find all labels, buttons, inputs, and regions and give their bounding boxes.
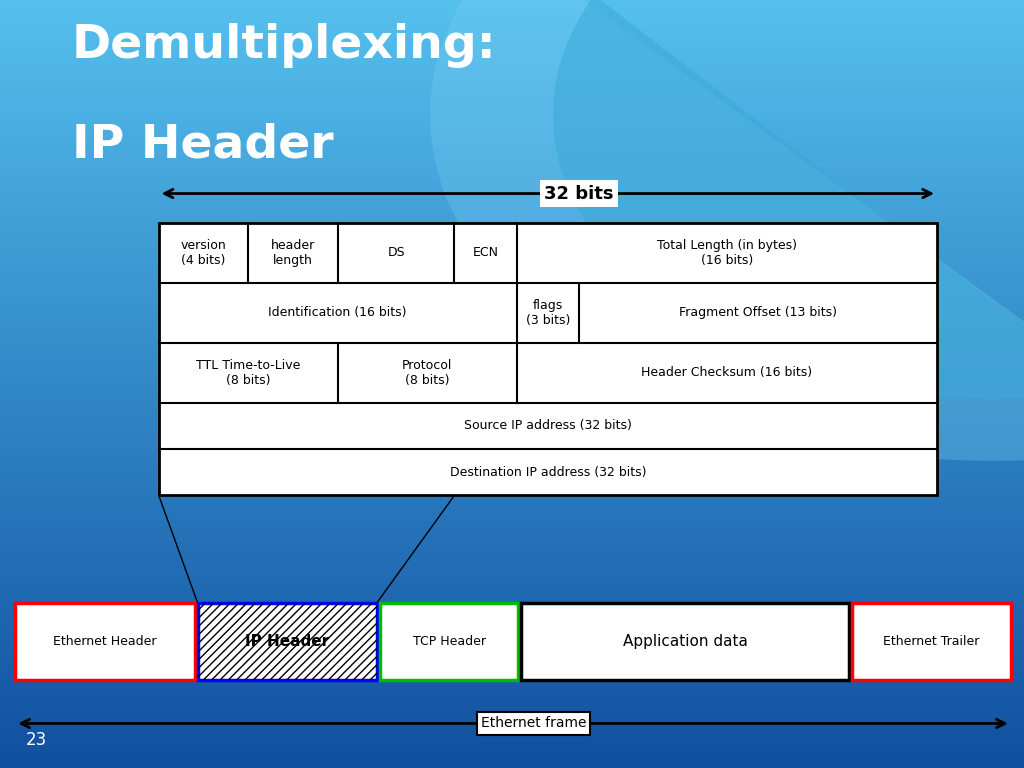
Text: version
(4 bits): version (4 bits) — [180, 239, 226, 266]
Text: Ethernet frame: Ethernet frame — [480, 717, 587, 730]
Text: ECN: ECN — [473, 247, 499, 260]
Text: 23: 23 — [26, 731, 47, 749]
Text: Protocol
(8 bits): Protocol (8 bits) — [402, 359, 453, 386]
Text: Application data: Application data — [623, 634, 748, 649]
Text: Header Checksum (16 bits): Header Checksum (16 bits) — [641, 366, 812, 379]
Bar — [521, 603, 849, 680]
Text: header
length: header length — [270, 239, 315, 266]
Text: Ethernet Trailer: Ethernet Trailer — [883, 635, 980, 647]
PathPatch shape — [553, 0, 1024, 399]
Text: TTL Time-to-Live
(8 bits): TTL Time-to-Live (8 bits) — [196, 359, 300, 386]
Text: Demultiplexing:: Demultiplexing: — [72, 23, 497, 68]
Text: Destination IP address (32 bits): Destination IP address (32 bits) — [450, 465, 646, 478]
Bar — [198, 603, 377, 680]
Text: Identification (16 bits): Identification (16 bits) — [268, 306, 407, 319]
Text: flags
(3 bits): flags (3 bits) — [525, 299, 570, 326]
Bar — [198, 603, 377, 680]
PathPatch shape — [430, 0, 1024, 461]
Text: DS: DS — [387, 247, 404, 260]
Text: Fragment Offset (13 bits): Fragment Offset (13 bits) — [679, 306, 837, 319]
Bar — [852, 603, 1011, 680]
Bar — [380, 603, 518, 680]
Text: Source IP address (32 bits): Source IP address (32 bits) — [464, 419, 632, 432]
Bar — [15, 603, 195, 680]
Text: IP Header: IP Header — [72, 123, 333, 168]
Text: Ethernet Header: Ethernet Header — [53, 635, 157, 647]
Text: 32 bits: 32 bits — [544, 184, 613, 203]
Text: Total Length (in bytes)
(16 bits): Total Length (in bytes) (16 bits) — [656, 239, 797, 266]
Bar — [159, 223, 937, 495]
Text: IP Header: IP Header — [245, 634, 330, 649]
Text: TCP Header: TCP Header — [413, 635, 485, 647]
